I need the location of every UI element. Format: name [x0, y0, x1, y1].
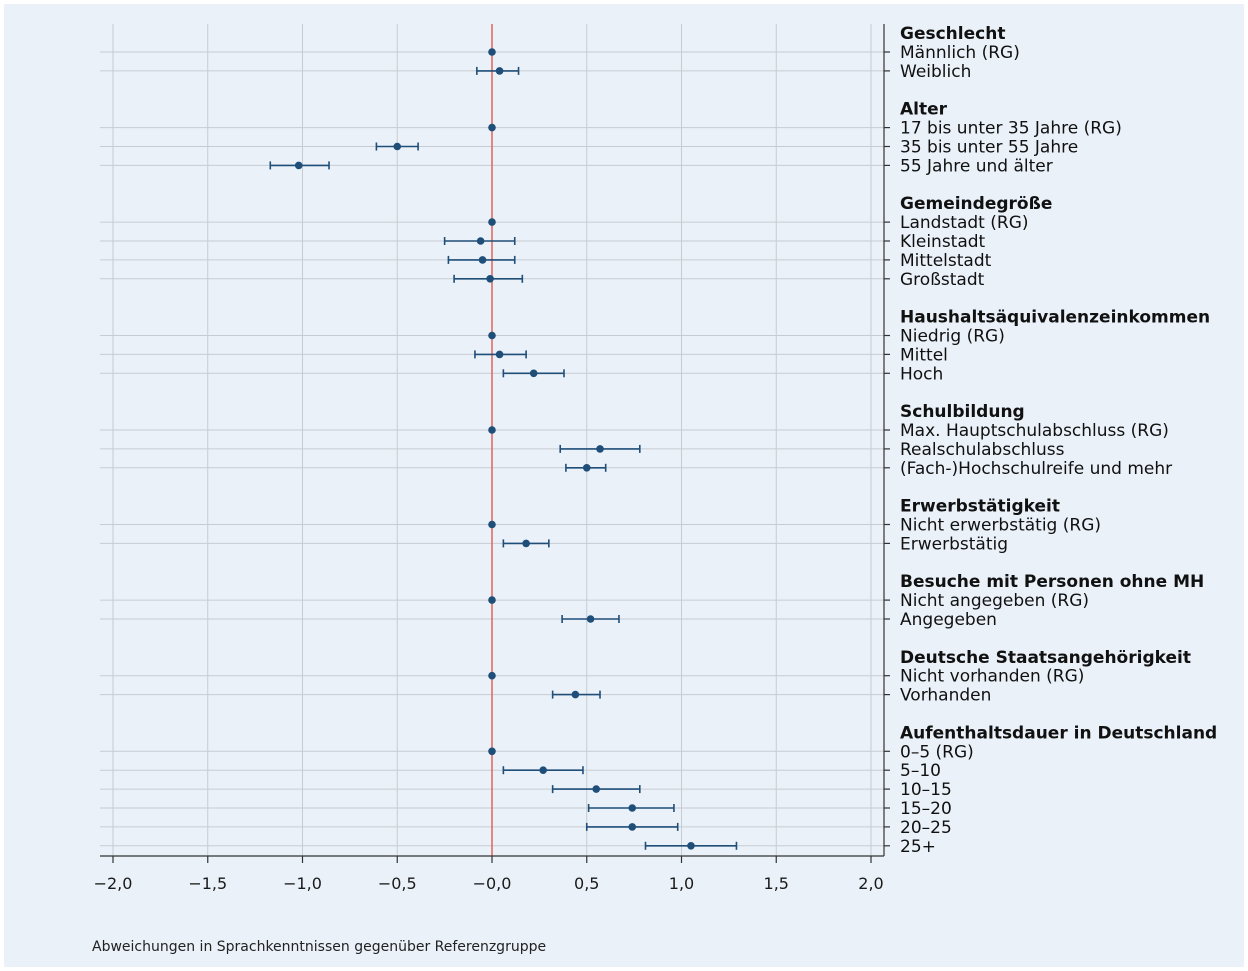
- x-tick-label: −0,0: [473, 874, 512, 893]
- estimate-point: [592, 785, 601, 793]
- row-label: 15–20: [900, 799, 952, 819]
- x-tick-label: −2,0: [94, 874, 133, 893]
- estimate-point: [571, 690, 580, 699]
- estimate-point: [488, 123, 496, 132]
- estimate-point: [488, 218, 496, 226]
- estimate-point: [488, 48, 496, 56]
- row-label: 0–5 (RG): [900, 742, 974, 762]
- row-label: Max. Hauptschulabschluss (RG): [900, 421, 1169, 441]
- group-label: Erwerbstätigkeit: [900, 497, 1060, 517]
- row-label: Weiblich: [900, 62, 971, 82]
- x-tick-label: −1,5: [188, 874, 227, 893]
- estimate-point: [628, 823, 637, 831]
- estimate-point: [687, 842, 695, 850]
- estimate-point: [476, 237, 485, 245]
- row-label: Hoch: [900, 364, 943, 384]
- group-label: Haushaltsäquivalenzeinkommen: [900, 308, 1210, 328]
- row-label: Männlich (RG): [900, 43, 1020, 63]
- chart-frame: −2,0 −1,5 −1,0 −0,5 −0,0 0,5 1,0 1,5 2,0 Geschlec…: [4, 4, 1244, 967]
- row-label: Angegeben: [900, 610, 997, 630]
- row-label: Mittelstadt: [900, 251, 992, 271]
- row-label: 25+: [900, 837, 936, 857]
- row-label: 35 bis unter 55 Jahre: [900, 138, 1078, 158]
- estimate-point: [488, 331, 496, 340]
- row-label: Erwerbstätig: [900, 534, 1008, 554]
- row-label: Kleinstadt: [900, 232, 986, 252]
- row-label: Niedrig (RG): [900, 327, 1005, 347]
- row-label: Nicht angegeben (RG): [900, 591, 1089, 611]
- estimate-point: [582, 464, 591, 472]
- estimate-point: [486, 275, 494, 283]
- x-tick-label: −0,5: [378, 874, 417, 893]
- group-label: Schulbildung: [900, 402, 1025, 422]
- x-tick-label: 1,5: [764, 874, 789, 893]
- row-label: 10–15: [900, 780, 952, 800]
- estimate-point: [478, 256, 487, 264]
- x-axis-title: Abweichungen in Sprachkenntnissen gegenü…: [92, 939, 546, 955]
- x-tick-label: 1,0: [669, 874, 694, 893]
- estimate-point: [628, 804, 637, 812]
- group-label: Besuche mit Personen ohne MH: [900, 572, 1204, 592]
- group-label: Gemeindegröße: [900, 194, 1052, 214]
- group-label: Alter: [900, 100, 948, 120]
- estimate-point: [488, 520, 496, 529]
- estimate-point: [586, 615, 595, 623]
- row-label: Vorhanden: [900, 686, 991, 706]
- row-label: 17 bis unter 35 Jahre (RG): [900, 119, 1122, 139]
- row-label: Großstadt: [900, 270, 985, 290]
- estimate-point: [495, 67, 504, 75]
- row-label: 20–25: [900, 818, 952, 838]
- row-label: 5–10: [900, 761, 941, 781]
- group-label: Geschlecht: [900, 24, 1005, 44]
- estimate-point: [522, 539, 530, 548]
- estimate-point: [294, 161, 303, 170]
- row-label: Mittel: [900, 345, 948, 365]
- coefficient-plot: −2,0 −1,5 −1,0 −0,5 −0,0 0,5 1,0 1,5 2,0 Geschlec…: [92, 24, 1218, 955]
- row-label: (Fach-)Hochschulreife und mehr: [900, 459, 1172, 479]
- group-label: Aufenthaltsdauer in Deutschland: [900, 723, 1217, 743]
- estimate-point: [596, 445, 604, 453]
- row-label: Landstadt (RG): [900, 213, 1029, 233]
- x-tick-label: −1,0: [283, 874, 322, 893]
- row-label: Nicht vorhanden (RG): [900, 667, 1084, 687]
- estimate-point: [495, 350, 504, 359]
- x-tick-label: 2,0: [858, 874, 883, 893]
- label-layer: −2,0 −1,5 −1,0 −0,5 −0,0 0,5 1,0 1,5 2,0 Geschlec…: [94, 24, 1218, 893]
- estimate-point: [539, 766, 547, 774]
- row-label: Realschulabschluss: [900, 440, 1065, 460]
- axis-layer: [100, 24, 890, 863]
- estimate-point: [488, 671, 496, 680]
- group-label: Deutsche Staatsangehörigkeit: [900, 648, 1191, 668]
- x-tick-label: 0,5: [574, 874, 599, 893]
- mark-layer: [269, 48, 738, 850]
- row-label: Nicht erwerbstätig (RG): [900, 516, 1101, 536]
- estimate-point: [488, 426, 496, 434]
- estimate-point: [393, 142, 402, 151]
- estimate-point: [488, 747, 496, 756]
- estimate-point: [529, 369, 538, 378]
- row-label: 55 Jahre und älter: [900, 156, 1053, 176]
- estimate-point: [488, 596, 496, 604]
